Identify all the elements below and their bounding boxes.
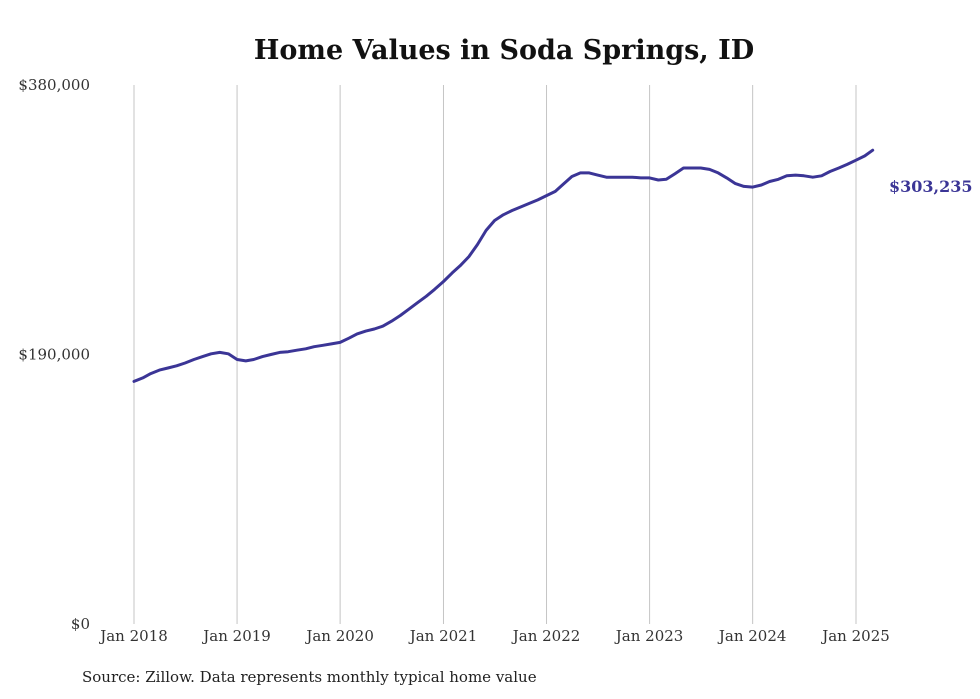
source-note: Source: Zillow. Data represents monthly …: [82, 668, 537, 686]
x-tick-label: Jan 2021: [408, 627, 478, 645]
y-tick-label: $0: [71, 615, 90, 633]
x-axis-ticks: Jan 2018 Jan 2019 Jan 2020 Jan 2021 Jan 2022…: [98, 627, 890, 645]
x-tick-label: Jan 2018: [98, 627, 168, 645]
x-tick-label: Jan 2023: [614, 627, 684, 645]
x-tick-label: Jan 2024: [717, 627, 787, 645]
series-line: [132, 148, 875, 383]
x-tick-label: Jan 2025: [820, 627, 890, 645]
y-tick-label: $190,000: [18, 346, 90, 364]
y-tick-label: $380,000: [18, 76, 90, 94]
chart-title: Home Values in Soda Springs, ID: [254, 35, 754, 66]
x-tick-label: Jan 2022: [511, 627, 581, 645]
y-axis-ticks: $0 $190,000 $380,000: [18, 76, 90, 633]
end-value-label: $303,235: [889, 177, 973, 196]
x-tick-label: Jan 2020: [304, 627, 374, 645]
grid-lines: [133, 85, 857, 624]
x-tick-label: Jan 2019: [201, 627, 271, 645]
